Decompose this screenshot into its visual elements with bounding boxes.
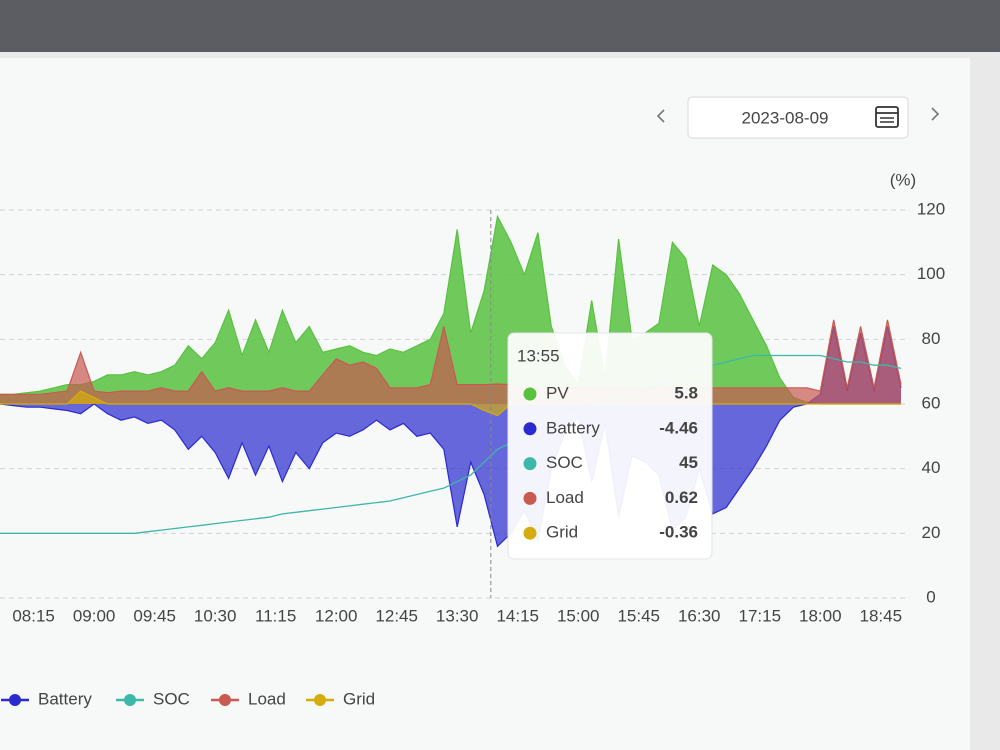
tooltip-name: Load [546, 488, 584, 507]
series-line [0, 214, 901, 405]
x-tick-label: 12:00 [315, 606, 358, 625]
x-tick-label: 18:00 [799, 606, 842, 625]
legend-marker [124, 694, 136, 706]
x-tick-label: 09:00 [73, 606, 116, 625]
x-tick-label: 14:15 [496, 606, 539, 625]
x-tick-label: 08:15 [12, 606, 55, 625]
tooltip-value: -4.46 [659, 418, 698, 437]
area-fill [0, 319, 901, 404]
legend-marker [9, 694, 21, 706]
series-line [0, 319, 902, 395]
tooltip-name: SOC [546, 453, 583, 472]
tooltip-name: Grid [546, 523, 578, 542]
tooltip-value: -0.36 [659, 523, 698, 542]
date-picker[interactable] [687, 96, 909, 139]
y2-tick-label: 40 [922, 458, 941, 477]
next-day[interactable] [931, 107, 940, 121]
x-tick-label: 10:30 [194, 606, 237, 625]
legend-label: Grid [343, 689, 375, 708]
y2-tick-label: 20 [922, 523, 941, 542]
date-text: 2023-08-09 [742, 108, 829, 127]
tooltip-dot [523, 387, 537, 401]
x-tick-label: 11:15 [255, 606, 296, 625]
legend: PVBatterySOCLoadGrid [1, 689, 375, 708]
series-line [0, 326, 902, 548]
tooltip-name: PV [546, 383, 569, 402]
tooltip: 13:55 PV 5.8 Battery -4.46 SOC 45 Load 0.62 Grid… [507, 332, 713, 560]
tooltip-dot [523, 422, 537, 436]
tooltip-dot [523, 526, 537, 540]
tooltip-value: 45 [679, 453, 698, 472]
x-tick-label: 17:15 [738, 606, 781, 625]
tooltip-value: 5.8 [674, 383, 698, 402]
y2-tick-label: 100 [917, 264, 945, 283]
series-line [0, 354, 902, 534]
y2-axis-label: (%) [890, 170, 916, 189]
tooltip-value: 0.62 [665, 488, 698, 507]
tooltip-dot [523, 491, 537, 505]
legend-label: SOC [153, 689, 190, 708]
tooltip-title: 13:55 [517, 346, 560, 365]
series-line [0, 390, 901, 417]
x-tick-label: 15:45 [617, 606, 660, 625]
y2-tick-label: 120 [917, 199, 945, 218]
calendar-icon[interactable] [875, 106, 899, 128]
prev-day[interactable] [656, 109, 665, 123]
legend-marker [314, 694, 326, 706]
x-tick-label: 13:30 [436, 606, 479, 625]
legend-label: Load [248, 689, 286, 708]
x-tick-label: 12:45 [375, 606, 418, 625]
x-tick-label: 18:45 [860, 606, 903, 625]
y2-tick-label: 80 [922, 329, 941, 348]
top-bar [0, 0, 1000, 52]
legend-marker [219, 694, 231, 706]
tooltip-box [507, 332, 713, 560]
legend-label: Battery [38, 689, 92, 708]
x-tick-label: 15:00 [557, 606, 600, 625]
x-tick-label: 09:45 [133, 606, 176, 625]
y2-tick-label: 60 [922, 393, 941, 412]
y2-tick-label: 0 [926, 587, 935, 606]
x-tick-label: 16:30 [678, 606, 721, 625]
tooltip-dot [523, 457, 537, 471]
tooltip-name: Battery [546, 418, 600, 437]
